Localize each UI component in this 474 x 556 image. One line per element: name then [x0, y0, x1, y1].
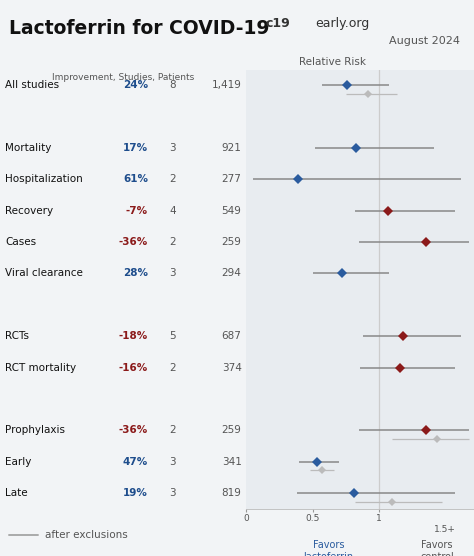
Text: Cases: Cases: [5, 237, 36, 247]
Text: 549: 549: [222, 206, 242, 216]
Text: RCT mortality: RCT mortality: [5, 363, 76, 373]
Text: Mortality: Mortality: [5, 143, 51, 153]
Text: -16%: -16%: [118, 363, 148, 373]
Text: 3: 3: [169, 456, 176, 466]
Text: Early: Early: [5, 456, 31, 466]
Text: -36%: -36%: [118, 425, 148, 435]
Text: 294: 294: [222, 269, 242, 279]
Text: Late: Late: [5, 488, 27, 498]
Text: 3: 3: [169, 488, 176, 498]
Text: Viral clearance: Viral clearance: [5, 269, 83, 279]
Text: 341: 341: [222, 456, 242, 466]
Text: Recovery: Recovery: [5, 206, 53, 216]
Text: 4: 4: [169, 206, 176, 216]
Text: 28%: 28%: [123, 269, 148, 279]
Text: 47%: 47%: [123, 456, 148, 466]
Text: 2: 2: [169, 175, 176, 184]
Text: 819: 819: [222, 488, 242, 498]
Text: 1,419: 1,419: [212, 80, 242, 90]
Text: 374: 374: [222, 363, 242, 373]
Text: 5: 5: [169, 331, 176, 341]
Text: after exclusions: after exclusions: [45, 530, 128, 540]
Text: Hospitalization: Hospitalization: [5, 175, 82, 184]
Text: 687: 687: [222, 331, 242, 341]
Text: 8: 8: [169, 80, 176, 90]
Text: 3: 3: [169, 269, 176, 279]
Text: 24%: 24%: [123, 80, 148, 90]
Text: Lactoferrin for COVID-19: Lactoferrin for COVID-19: [9, 19, 270, 38]
Text: 19%: 19%: [123, 488, 148, 498]
Text: 2: 2: [169, 237, 176, 247]
Text: Favors
control: Favors control: [420, 540, 454, 556]
Text: c19: c19: [265, 17, 290, 29]
Text: early.org: early.org: [315, 17, 369, 29]
Text: August 2024: August 2024: [389, 36, 460, 46]
Text: 921: 921: [222, 143, 242, 153]
Text: All studies: All studies: [5, 80, 59, 90]
Text: RCTs: RCTs: [5, 331, 29, 341]
Text: 259: 259: [222, 425, 242, 435]
Text: Relative Risk: Relative Risk: [300, 57, 366, 67]
Text: 2: 2: [169, 363, 176, 373]
Text: 2: 2: [169, 425, 176, 435]
Text: -7%: -7%: [126, 206, 148, 216]
Text: -18%: -18%: [118, 331, 148, 341]
Text: 1.5+: 1.5+: [434, 525, 456, 534]
Text: Favors
lactoferrin: Favors lactoferrin: [303, 540, 354, 556]
Text: 259: 259: [222, 237, 242, 247]
Text: 277: 277: [222, 175, 242, 184]
Text: -36%: -36%: [118, 237, 148, 247]
Text: Prophylaxis: Prophylaxis: [5, 425, 65, 435]
Text: 3: 3: [169, 143, 176, 153]
Text: 61%: 61%: [123, 175, 148, 184]
Text: 17%: 17%: [123, 143, 148, 153]
Text: Improvement, Studies, Patients: Improvement, Studies, Patients: [52, 73, 194, 82]
